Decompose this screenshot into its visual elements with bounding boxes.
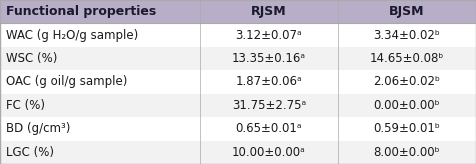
- Text: 3.34±0.02ᵇ: 3.34±0.02ᵇ: [374, 29, 440, 42]
- Text: 0.00±0.00ᵇ: 0.00±0.00ᵇ: [374, 99, 440, 112]
- Text: WAC (g H₂O/g sample): WAC (g H₂O/g sample): [6, 29, 138, 42]
- FancyBboxPatch shape: [0, 47, 476, 70]
- Text: OAC (g oil/g sample): OAC (g oil/g sample): [6, 75, 127, 89]
- Text: 2.06±0.02ᵇ: 2.06±0.02ᵇ: [374, 75, 440, 89]
- Text: FC (%): FC (%): [6, 99, 45, 112]
- Text: BD (g/cm³): BD (g/cm³): [6, 122, 70, 135]
- Text: 0.65±0.01ᵃ: 0.65±0.01ᵃ: [236, 122, 302, 135]
- Text: 1.87±0.06ᵃ: 1.87±0.06ᵃ: [236, 75, 302, 89]
- Text: Functional properties: Functional properties: [6, 5, 156, 18]
- Text: 10.00±0.00ᵃ: 10.00±0.00ᵃ: [232, 146, 306, 159]
- Text: WSC (%): WSC (%): [6, 52, 57, 65]
- FancyBboxPatch shape: [0, 70, 476, 94]
- Text: 31.75±2.75ᵃ: 31.75±2.75ᵃ: [232, 99, 306, 112]
- Text: RJSM: RJSM: [251, 5, 287, 18]
- Text: LGC (%): LGC (%): [6, 146, 54, 159]
- FancyBboxPatch shape: [0, 0, 476, 23]
- FancyBboxPatch shape: [0, 117, 476, 141]
- Text: 13.35±0.16ᵃ: 13.35±0.16ᵃ: [232, 52, 306, 65]
- Text: 0.59±0.01ᵇ: 0.59±0.01ᵇ: [374, 122, 440, 135]
- FancyBboxPatch shape: [0, 94, 476, 117]
- Text: 3.12±0.07ᵃ: 3.12±0.07ᵃ: [236, 29, 302, 42]
- Text: 8.00±0.00ᵇ: 8.00±0.00ᵇ: [374, 146, 440, 159]
- Text: 14.65±0.08ᵇ: 14.65±0.08ᵇ: [370, 52, 444, 65]
- Text: BJSM: BJSM: [389, 5, 425, 18]
- FancyBboxPatch shape: [0, 141, 476, 164]
- FancyBboxPatch shape: [0, 23, 476, 47]
